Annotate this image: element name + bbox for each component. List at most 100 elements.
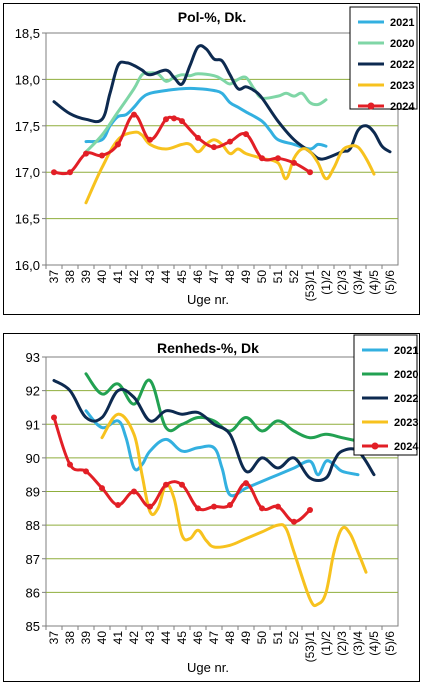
pol-x-tick-label: 42 — [127, 270, 141, 284]
renheds-series-2024-point — [163, 481, 169, 488]
renheds-x-tick-label: 50 — [255, 631, 269, 645]
renheds-series-2024-point — [51, 414, 57, 421]
pol-legend-label-2024: 2024 — [390, 101, 415, 113]
pol-x-tick-label: 52 — [287, 270, 301, 284]
renheds-series-2024-point — [179, 481, 185, 488]
renheds-y-tick-label: 87 — [26, 552, 40, 567]
pol-y-tick-label: 18,0 — [15, 72, 40, 87]
pol-legend-label-2021: 2021 — [390, 17, 414, 29]
pol-series-2022-line — [52, 44, 392, 161]
pol-chart-panel: 16,0 16,5 17,0 17,5 18,0 18,5 37 38 39 40 41 42 43 44… — [0, 0, 423, 318]
pol-legend — [349, 6, 418, 110]
pol-y-tick-label: 17,5 — [15, 119, 40, 134]
renheds-series-2024-point — [67, 461, 73, 468]
pol-series-2024-point — [259, 155, 265, 162]
pol-series-2024-point — [147, 136, 153, 143]
renheds-series-2024-point — [291, 518, 297, 525]
pol-series-2024-point — [195, 134, 201, 141]
renheds-series-2021-line — [84, 409, 360, 498]
pol-x-tick-label: (53)/1 — [303, 270, 317, 302]
renheds-series-2024-point — [115, 501, 121, 508]
renheds-x-tick-label: 51 — [271, 631, 285, 645]
pol-x-tick-label: 41 — [111, 270, 125, 284]
pol-x-tick-label: (3)/4 — [351, 270, 365, 295]
renheds-y-tick-label: 86 — [26, 585, 40, 600]
renheds-x-tick-label: 42 — [127, 631, 141, 645]
renheds-x-tick-label: 37 — [47, 631, 61, 645]
pol-x-tick-label: 39 — [79, 270, 93, 284]
renheds-chart: 85 86 87 88 89 90 91 92 93 37 38 39 40 41 42 43 44 45 46 47… — [3, 333, 420, 682]
renheds-x-tick-label: 46 — [191, 631, 205, 645]
renheds-y-tick-label: 93 — [26, 350, 40, 365]
pol-x-tick-label: 51 — [271, 270, 285, 284]
renheds-series-2024-point — [275, 503, 281, 510]
renheds-x-tick-label: 38 — [63, 631, 77, 645]
pol-series-2024-point — [67, 169, 73, 176]
pol-legend-marker-2024 — [367, 102, 375, 110]
pol-series-2020-line — [84, 71, 328, 154]
renheds-y-tick-label: 88 — [26, 518, 40, 533]
pol-series-2024-point — [131, 111, 137, 118]
renheds-y-tick-label: 91 — [26, 417, 40, 432]
pol-x-tick-label: (5)/6 — [383, 270, 397, 295]
pol-series-2024-point — [51, 169, 57, 176]
renheds-x-tick-label: 52 — [287, 631, 301, 645]
renheds-x-tick-label: (3)/4 — [351, 631, 365, 656]
renheds-series-2024-point — [195, 505, 201, 512]
pol-x-tick-label: (1)/2 — [319, 270, 333, 295]
renheds-series-2024-point — [211, 503, 217, 510]
pol-y-tick-label: 16,5 — [15, 212, 40, 227]
pol-x-tick-label: 46 — [191, 270, 205, 284]
pol-series-2024-point — [163, 116, 169, 123]
renheds-chart-panel: 85 86 87 88 89 90 91 92 93 37 38 39 40 41 42 43 44 45 46 47… — [0, 330, 423, 685]
pol-series-2024-point — [275, 155, 281, 162]
renheds-legend-label-2020: 2020 — [394, 369, 418, 381]
pol-x-tick-label: 50 — [255, 270, 269, 284]
renheds-series-2024-point — [307, 506, 313, 513]
renheds-x-tick-label: (4)/5 — [367, 631, 381, 656]
renheds-x-tick-label: 44 — [159, 631, 173, 645]
renheds-x-tick-label: (5)/6 — [383, 631, 397, 656]
renheds-y-tick-label: 85 — [26, 619, 40, 634]
pol-legend-label-2022: 2022 — [390, 59, 414, 71]
pol-series-2024-point — [99, 152, 105, 159]
pol-series-2024-point — [291, 159, 297, 166]
pol-x-tick-label: 40 — [95, 270, 109, 284]
renheds-legend-label-2022: 2022 — [394, 393, 418, 405]
pol-series-2024-point — [227, 138, 233, 145]
renheds-series-2024-point — [131, 488, 137, 495]
renheds-x-tick-label: 41 — [111, 631, 125, 645]
renheds-x-tick-label: 49 — [239, 631, 253, 645]
pol-title: Pol-%, Dk. — [178, 9, 246, 25]
pol-series-2021-line — [84, 86, 328, 151]
renheds-y-tick-label: 89 — [26, 485, 40, 500]
pol-x-tick-label: 38 — [63, 270, 77, 284]
renheds-legend-label-2023: 2023 — [394, 417, 418, 429]
renheds-legend-label-2024: 2024 — [394, 441, 419, 453]
pol-plot-area — [45, 32, 399, 266]
renheds-legend-marker-2024 — [371, 442, 379, 450]
renheds-series-2024-point — [83, 468, 89, 475]
pol-chart: 16,0 16,5 17,0 17,5 18,0 18,5 37 38 39 40 41 42 43 44… — [3, 3, 420, 315]
renheds-legend — [353, 334, 418, 456]
pol-series-2024-point — [211, 144, 217, 151]
pol-y-tick-label: 17,0 — [15, 165, 40, 180]
pol-x-tick-label: 48 — [223, 270, 237, 284]
renheds-y-tick-label: 90 — [26, 451, 40, 466]
renheds-legend-label-2021: 2021 — [394, 345, 418, 357]
pol-series-2024-point — [83, 150, 89, 157]
pol-series-2024-point — [171, 115, 177, 122]
pol-x-tick-label: 43 — [143, 270, 157, 284]
pol-x-tick-label: 44 — [159, 270, 173, 284]
pol-legend-label-2020: 2020 — [390, 38, 414, 50]
pol-x-axis-label: Uge nr. — [187, 292, 229, 307]
pol-x-tick-label: 45 — [175, 270, 189, 284]
renheds-series-2024-point — [259, 505, 265, 512]
pol-series-2024-point — [243, 131, 249, 138]
renheds-x-tick-label: (1)/2 — [319, 631, 333, 656]
pol-series-2024-point — [179, 118, 185, 125]
renheds-x-tick-label: 40 — [95, 631, 109, 645]
renheds-series-2024-point — [243, 480, 249, 487]
renheds-y-tick-label: 92 — [26, 384, 40, 399]
pol-series-2023-line — [84, 130, 376, 205]
